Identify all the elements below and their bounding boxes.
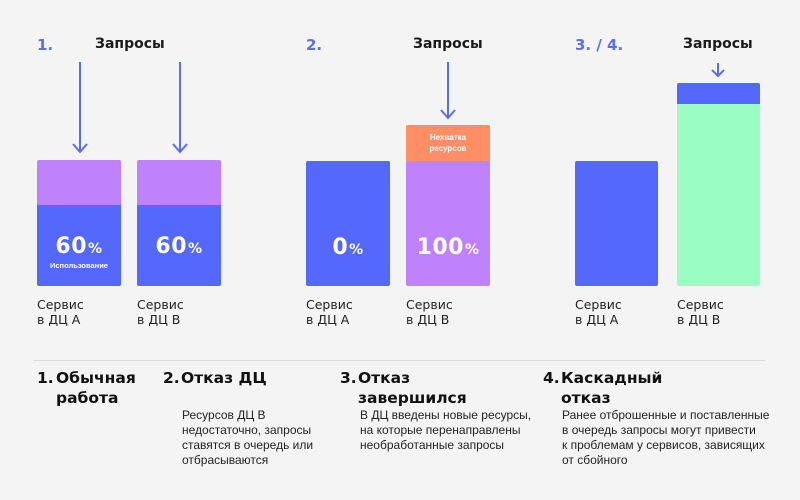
requests-label: Запросы [413,36,483,52]
service-label-dc-a: Сервис в ДЦ А [575,297,622,327]
label-line: Сервис [306,297,353,312]
title-line: отказ [561,389,611,407]
divider [33,360,765,361]
usage-percent: 60% [55,234,103,259]
caption-description: Ранее отброшенные и поставленные в очере… [562,408,769,468]
title-line: Отказ ДЦ [181,369,267,387]
bar-segment-new-resources [677,104,760,286]
arrow-down-icon [172,62,188,154]
label-line: Сервис [406,297,453,312]
desc-line: необработанные запросы [360,438,505,452]
label-line: в ДЦ А [306,312,350,327]
desc-line: Ранее отброшенные и поставленные [562,408,770,422]
caption-number: 1. [37,369,54,387]
bar-segment-used [406,161,490,286]
caption-line: Нехватка [429,133,467,142]
caption-number: 4. [543,369,560,387]
service-label-dc-b: Сервис в ДЦ В [677,297,724,327]
usage-percent: 60% [155,234,203,259]
service-bar-dc-a: 60% Использование [37,160,121,286]
caption-title: Отказ ДЦ [181,368,267,388]
service-bar-dc-b: 60% [137,160,221,286]
caption-number: 3. [340,369,357,387]
title-line: работа [56,389,119,407]
usage-percent: 0% [332,235,364,260]
caption-description: Ресурсов ДЦ В недостаточно, запросы став… [182,408,313,468]
requests-label: Запросы [95,36,165,52]
bar-segment-free [137,160,221,205]
label-line: в ДЦ В [406,312,450,327]
shortage-caption: Нехватка ресурсов [406,132,490,154]
service-label-dc-b: Сервис в ДЦ В [406,297,453,327]
label-line: Сервис [677,297,724,312]
label-line: в ДЦ А [37,312,81,327]
usage-percent: 100% [416,235,480,260]
step-number: 1. [37,36,54,54]
caption-title: Отказ завершился [358,368,467,408]
caption-title: Обычная работа [56,368,136,408]
label-line: в ДЦ В [137,312,181,327]
title-line: Каскадный [561,369,663,387]
caption-line: ресурсов [429,144,467,153]
service-label-dc-a: Сервис в ДЦ А [306,297,353,327]
arrow-down-icon [72,62,88,154]
desc-line: на которые перенаправлены [360,423,521,437]
label-line: Сервис [137,297,184,312]
desc-line: в очередь запросы могут привести [562,423,756,437]
service-bar-dc-b [677,83,760,286]
desc-line: от сбойного [562,453,628,467]
bar-segment-used [137,205,221,286]
label-line: Сервис [37,297,84,312]
bar-segment-free [37,160,121,205]
title-line: Отказ [358,369,411,387]
step-number: 2. [306,36,323,54]
bar-segment-used [37,205,121,286]
service-bar-dc-a [575,161,658,286]
step-number: 3. / 4. [575,36,624,54]
label-line: в ДЦ А [575,312,619,327]
desc-line: В ДЦ введены новые ресурсы, [360,408,532,422]
title-line: Обычная [56,369,136,387]
service-label-dc-b: Сервис в ДЦ В [137,297,184,327]
usage-caption: Использование [50,261,108,270]
caption-number: 2. [163,369,180,387]
caption-description: В ДЦ введены новые ресурсы, на которые п… [360,408,531,453]
requests-label: Запросы [683,36,753,52]
desc-line: ставятся в очередь или [182,438,314,452]
arrow-down-icon [440,62,456,120]
service-bar-dc-a: 0% [306,161,390,286]
bar-segment-incoming [677,83,760,104]
caption-title: Каскадный отказ [561,368,662,408]
service-bar-dc-b: Нехватка ресурсов 100% [406,125,490,286]
title-line: завершился [358,389,467,407]
service-label-dc-a: Сервис в ДЦ А [37,297,84,327]
desc-line: к проблемам у сервисов, зависящих [562,438,765,452]
label-line: Сервис [575,297,622,312]
desc-line: недостаточно, запросы [182,423,312,437]
desc-line: Ресурсов ДЦ В [182,408,266,422]
bar-segment-overflow: Нехватка ресурсов [406,125,490,161]
arrow-down-icon [711,63,725,78]
label-line: в ДЦ В [677,312,721,327]
desc-line: отбрасываются [182,453,269,467]
